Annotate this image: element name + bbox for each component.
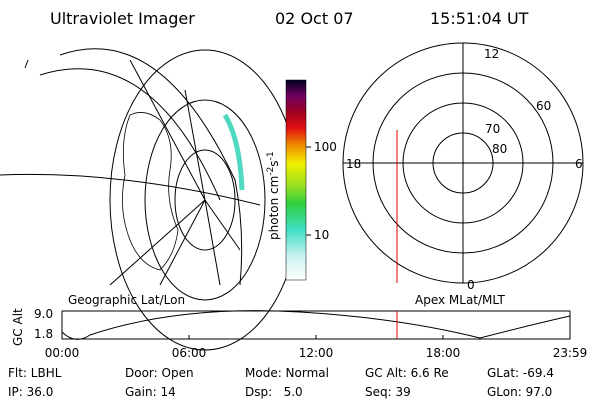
- x-tick-label: 06:00: [172, 346, 207, 360]
- unit: s: [267, 160, 281, 166]
- polar-label: 70: [485, 122, 500, 136]
- y-label: GC Alt: [11, 308, 25, 346]
- polar-label: 18: [346, 157, 361, 171]
- polar-label: 6: [575, 157, 583, 171]
- status-field: GC Alt: 6.6 Re: [365, 366, 449, 380]
- colorbar-label: photon cm-2s-1: [266, 151, 281, 240]
- exponent: -1: [266, 151, 276, 160]
- status-field: Seq: 39: [365, 385, 411, 399]
- polar-label: 12: [484, 47, 499, 61]
- colorbar-tick-label: 100: [314, 140, 337, 154]
- x-tick-label: 23:59: [553, 346, 588, 360]
- status-field: GLon: 97.0: [487, 385, 552, 399]
- status-field: GLat: -69.4: [487, 366, 554, 380]
- altitude-curve: [61, 310, 571, 340]
- y-tick-label: 1.8: [34, 327, 53, 341]
- polar-label: 0: [467, 278, 475, 292]
- plot-title: Apex MLat/MLT: [415, 293, 505, 307]
- date: 02 Oct 07: [275, 9, 354, 28]
- aurora: [222, 113, 245, 191]
- x-tick-label: 00:00: [45, 346, 80, 360]
- y-tick-label: 9.0: [34, 307, 53, 321]
- time: 15:51:04 UT: [430, 9, 529, 28]
- x-tick-label: 12:00: [299, 346, 334, 360]
- status-field: Gain: 14: [125, 385, 176, 399]
- polar-grid: [342, 42, 584, 284]
- status-field: Flt: LBHL: [8, 366, 62, 380]
- colorbar: [285, 79, 307, 281]
- instrument: Ultraviolet Imager: [50, 9, 195, 28]
- polar-label: 60: [536, 99, 551, 113]
- status-field: Dsp: 5.0: [245, 385, 303, 399]
- polar-label: 80: [492, 142, 507, 156]
- status-field: Mode: Normal: [245, 366, 329, 380]
- x-tick-label: 18:00: [426, 346, 461, 360]
- exponent: -2: [266, 167, 276, 176]
- status-field: IP: 36.0: [8, 385, 53, 399]
- status-field: Door: Open: [125, 366, 194, 380]
- plot-title: Geographic Lat/Lon: [68, 293, 185, 307]
- colorbar-tick-label: 10: [314, 228, 329, 242]
- unit: photon cm: [267, 176, 281, 240]
